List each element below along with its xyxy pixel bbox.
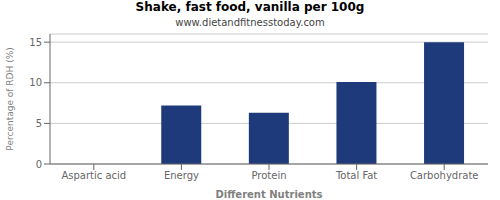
svg-text:Different Nutrients: Different Nutrients — [216, 189, 323, 200]
svg-text:Aspartic acid: Aspartic acid — [61, 170, 126, 181]
html-text:www.dietandfitnesstoday.com: www.dietandfitnesstoday.com — [175, 17, 325, 28]
html-text:Shake, fast food, vanilla per: Shake, fast food, vanilla per 100g — [135, 0, 365, 14]
svg-text:10: 10 — [29, 77, 42, 88]
svg-text:Total Fat: Total Fat — [335, 170, 377, 181]
svg-text:Percentage of RDH (%): Percentage of RDH (%) — [8, 47, 15, 150]
svg-text:Carbohydrate: Carbohydrate — [410, 170, 479, 181]
svg-text:5: 5 — [36, 118, 42, 129]
svg-text:Protein: Protein — [251, 170, 286, 181]
svg-text:Energy: Energy — [164, 170, 199, 181]
svg-text:15: 15 — [29, 37, 42, 48]
svg-text:0: 0 — [36, 159, 42, 170]
